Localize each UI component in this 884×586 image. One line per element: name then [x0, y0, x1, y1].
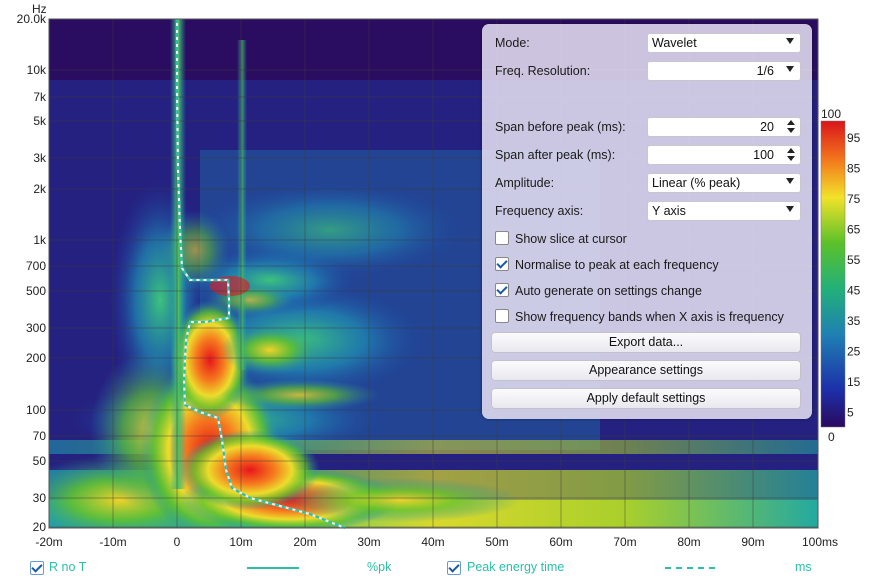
- y-tick-label: 30: [33, 491, 47, 505]
- x-tick-label: 40m: [421, 535, 444, 549]
- frequency-axis-label: Frequency axis:: [495, 204, 584, 218]
- y-tick-label: 1k: [33, 233, 47, 247]
- checkbox-unchecked-icon[interactable]: [495, 309, 509, 323]
- auto-generate-checkbox[interactable]: Auto generate on settings change: [495, 283, 702, 298]
- trace2-line-icon: [665, 567, 715, 569]
- x-tick-label: 60m: [549, 535, 572, 549]
- colorbar-tick-label: 95: [847, 131, 861, 145]
- y-tick-label: 10k: [27, 63, 47, 77]
- span-after-value: 100: [753, 148, 774, 162]
- show-slice-label: Show slice at cursor: [515, 232, 627, 246]
- colorbar-bottom-label: 0: [828, 430, 835, 444]
- colorbar-tick-label: 45: [847, 284, 861, 298]
- y-tick-label: 3k: [33, 151, 47, 165]
- y-axis: Hz 20.0k 10k 7k 5k 3k 2k 1k 700 500 300 200 100 70 50…: [17, 2, 47, 534]
- y-tick-label: 20: [33, 520, 47, 534]
- y-tick-label: 100: [26, 403, 46, 417]
- span-after-input[interactable]: 100: [647, 145, 801, 165]
- x-tick-label: 30m: [357, 535, 380, 549]
- show-bands-label: Show frequency bands when X axis is freq…: [515, 310, 784, 324]
- show-slice-checkbox[interactable]: Show slice at cursor: [495, 231, 627, 246]
- freq-resolution-value: 1/6: [756, 64, 774, 78]
- colorbar-tick-label: 55: [847, 253, 861, 267]
- x-tick-label: 100ms: [802, 535, 838, 549]
- y-tick-label: 7k: [33, 90, 47, 104]
- settings-panel: Mode: Wavelet Freq. Resolution: 1/6 Span…: [482, 24, 812, 419]
- span-after-label: Span after peak (ms):: [495, 148, 616, 162]
- y-tick-label: 300: [26, 321, 46, 335]
- trace1-name: R no T: [49, 560, 87, 574]
- trace2-checkbox[interactable]: [447, 561, 461, 575]
- y-unit-label: Hz: [32, 2, 47, 16]
- colorbar-tick-label: 85: [847, 162, 861, 176]
- checkbox-checked-icon[interactable]: [495, 283, 509, 297]
- freq-resolution-dropdown[interactable]: 1/6: [647, 61, 801, 81]
- colorbar-tick-label: 5: [847, 406, 854, 420]
- chevron-down-icon: [786, 38, 794, 44]
- y-tick-label: 200: [26, 351, 46, 365]
- colorbar-top-label: 100: [821, 107, 841, 121]
- stepper-icon[interactable]: [785, 119, 797, 135]
- chevron-down-icon: [786, 66, 794, 72]
- colorbar-tick-label: 65: [847, 223, 861, 237]
- trace1-checkbox[interactable]: [30, 561, 44, 575]
- x-tick-label: -20m: [35, 535, 62, 549]
- x-tick-label: 90m: [741, 535, 764, 549]
- y-tick-label: 50: [33, 454, 47, 468]
- checkbox-unchecked-icon[interactable]: [495, 231, 509, 245]
- stepper-icon[interactable]: [785, 147, 797, 163]
- appearance-settings-button[interactable]: Appearance settings: [491, 360, 801, 381]
- plot-frame: [48, 18, 819, 529]
- freq-resolution-label: Freq. Resolution:: [495, 64, 591, 78]
- y-tick-label: 700: [26, 259, 46, 273]
- colorbar-tick-label: 35: [847, 314, 861, 328]
- y-tick-label: 500: [26, 284, 46, 298]
- mode-dropdown[interactable]: Wavelet: [647, 33, 801, 53]
- x-tick-label: 80m: [677, 535, 700, 549]
- y-tick-label: 20.0k: [17, 12, 47, 26]
- x-axis: -20m -10m 0 10m 20m 30m 40m 50m 60m 70m 80m 90m 100m…: [35, 535, 838, 549]
- y-tick-label: 2k: [33, 182, 47, 196]
- colorbar-tick-label: 25: [847, 345, 861, 359]
- trace2-name: Peak energy time: [467, 560, 565, 574]
- amplitude-label: Amplitude:: [495, 176, 555, 190]
- colorbar-ticks: 95 85 75 65 55 45 35 25 15 5: [847, 131, 861, 420]
- normalise-checkbox[interactable]: Normalise to peak at each frequency: [495, 257, 719, 272]
- y-tick-label: 5k: [33, 114, 47, 128]
- span-before-value: 20: [760, 120, 774, 134]
- x-tick-label: 50m: [485, 535, 508, 549]
- mode-label: Mode:: [495, 36, 530, 50]
- peak-energy-time-dashes: [175, 19, 346, 530]
- checkbox-checked-icon[interactable]: [495, 257, 509, 271]
- x-tick-label: 70m: [613, 535, 636, 549]
- span-before-input[interactable]: 20: [647, 117, 801, 137]
- apply-defaults-button[interactable]: Apply default settings: [491, 388, 801, 409]
- amplitude-dropdown[interactable]: Linear (% peak): [647, 173, 801, 193]
- colorbar: [820, 120, 846, 428]
- span-before-label: Span before peak (ms):: [495, 120, 626, 134]
- x-tick-label: 0: [174, 535, 181, 549]
- mode-value: Wavelet: [652, 36, 697, 50]
- colorbar-tick-label: 75: [847, 192, 861, 206]
- frequency-axis-value: Y axis: [652, 204, 686, 218]
- show-bands-checkbox[interactable]: Show frequency bands when X axis is freq…: [495, 309, 784, 324]
- trace1-unit: %pk: [367, 560, 392, 574]
- x-tick-label: -10m: [99, 535, 126, 549]
- auto-generate-label: Auto generate on settings change: [515, 284, 702, 298]
- x-tick-label: 10m: [229, 535, 252, 549]
- trace2-unit: ms: [795, 560, 812, 574]
- chevron-down-icon: [786, 178, 794, 184]
- chevron-down-icon: [786, 206, 794, 212]
- x-tick-label: 20m: [293, 535, 316, 549]
- amplitude-value: Linear (% peak): [652, 176, 741, 190]
- y-tick-label: 70: [33, 429, 47, 443]
- export-data-button[interactable]: Export data...: [491, 332, 801, 353]
- trace1-line-icon: [247, 567, 299, 569]
- frequency-axis-dropdown[interactable]: Y axis: [647, 201, 801, 221]
- colorbar-tick-label: 15: [847, 375, 861, 389]
- normalise-label: Normalise to peak at each frequency: [515, 258, 719, 272]
